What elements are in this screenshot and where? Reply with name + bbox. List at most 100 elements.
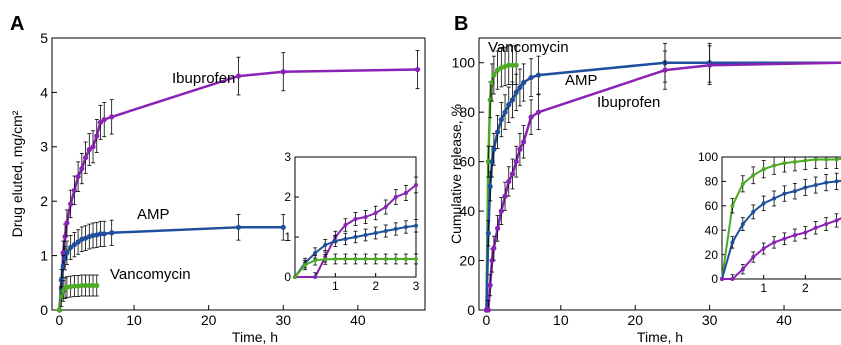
panel-b-inset-y-tick-label: 40	[705, 223, 719, 237]
panel-b-x-tick-label: 40	[776, 312, 792, 328]
panel-a-x-tick-label: 30	[275, 312, 291, 328]
panel-a-inset-y-tick-label: 2	[284, 190, 291, 204]
panel-b-vancomycin-point	[513, 62, 519, 68]
panel-a-amp-point	[280, 224, 286, 230]
ibuprofen-series-label-b: Ibuprofen	[597, 94, 660, 111]
panel-a-inset-series-point	[313, 258, 318, 263]
panel-b-y-axis-label: Cumulative release, %	[448, 104, 464, 244]
panel-a-ibuprofen-point	[97, 119, 104, 125]
panel-b-inset-series-line	[721, 157, 841, 280]
panel-a-vancomycin-point	[58, 293, 64, 299]
panel-b-inset-series-point	[824, 222, 829, 227]
panel-a-amp-point	[101, 231, 107, 237]
panel-b-amp-point	[513, 89, 519, 95]
panel-a-inset-series-point	[303, 263, 308, 267]
panel-b-vancomycin-point	[495, 67, 501, 73]
panel-a-ibuprofen-point	[280, 69, 286, 75]
panel-b-inset-series-point	[824, 157, 829, 162]
panel-a-y-tick-label: 3	[40, 139, 48, 155]
panel-a-inset-series-point	[393, 195, 398, 199]
vancomycin-series-label-b: Vancomycin	[488, 39, 569, 56]
panel-a-inset-series-point	[403, 225, 408, 229]
panel-a-inset-series-point	[293, 275, 297, 279]
panel-a-inset-series-point	[343, 257, 348, 261]
panel-a-inset-series-point	[363, 233, 368, 237]
panel-b-inset-series-point	[813, 157, 818, 162]
panel-b-inset-series-point	[792, 159, 797, 164]
panel-a-inset-series-point	[353, 235, 358, 239]
panel-a-inset-series-point	[313, 251, 318, 255]
panel-b-ibuprofen-point	[521, 139, 527, 145]
panel-b-amp-point	[521, 79, 527, 86]
panel-b-amp-point	[495, 129, 501, 135]
panel-a-ibuprofen-point	[109, 114, 115, 120]
panel-b-inset-series-line	[722, 217, 841, 280]
panel-b-x-axis-label: Time, h	[637, 329, 683, 345]
panel-a-x-tick-label: 40	[350, 312, 366, 328]
panel-a-ibuprofen-point	[101, 117, 107, 123]
panel-b-inset-series-point	[813, 183, 818, 188]
panel-b-amp-point	[517, 84, 523, 91]
panel-a-inset-series	[293, 176, 418, 279]
panel-b-y-tick-label: 20	[459, 252, 475, 268]
panel-b-amp-point	[485, 230, 491, 236]
panel-b-inset-series-point	[834, 157, 839, 162]
panel-a-amp-point	[62, 255, 68, 261]
panel-a-inset-y-tick-label: 0	[284, 270, 291, 284]
panel-a-vancomycin-point	[94, 282, 100, 289]
panel-a-inset-series-point	[353, 217, 358, 221]
panel-b-vancomycin-point	[491, 72, 497, 78]
panel-b-inset-series-point	[761, 201, 766, 206]
panel-a-amp-point	[64, 250, 70, 256]
panel-b-ibuprofen-point	[506, 178, 512, 185]
panel-b-inset-y-tick-label: 60	[705, 199, 719, 213]
panel-b-amp-point	[498, 117, 504, 123]
panel-b-inset-series-point	[792, 189, 797, 194]
panel-b-inset-series-point	[730, 203, 735, 208]
panel-b-inset-series-point	[834, 218, 839, 223]
panel-a-inset-ticks: 1 2 3 0 1 2 3	[284, 150, 419, 293]
panel-a-inset-y-tick-label: 3	[284, 150, 291, 164]
panel-a-inset-series-point	[353, 257, 358, 261]
panel-a-amp-point	[75, 239, 81, 245]
panel-b-inset-y-tick-label: 20	[705, 248, 719, 262]
panel-a-inset-series-point	[393, 257, 398, 261]
panel-b-inset-ticks: 123020406080100	[698, 150, 809, 295]
panel-b-amp-line	[485, 61, 841, 311]
panel-a-series	[56, 50, 421, 313]
panel-a-inset-series-point	[363, 257, 368, 261]
panel-a-amp-point	[71, 242, 77, 248]
panel-b-x-tick-label: 30	[702, 312, 718, 328]
panel-b-ibuprofen-point	[502, 193, 508, 199]
panel-b-inset-series-point	[730, 240, 735, 245]
panel-b-amp-point	[502, 109, 508, 115]
panel-b-inset-series-point	[834, 179, 839, 184]
panel-b-inset-series-point	[803, 230, 808, 235]
panel-a-inset-series-point	[414, 183, 418, 187]
panel-a-inset-series-point	[333, 239, 338, 243]
panel-b-ibuprofen-point	[485, 307, 491, 313]
panel-a-vancomycin-point	[71, 283, 77, 289]
panel-a-amp-point	[97, 231, 104, 237]
panel-b-ibuprofen-point	[517, 146, 523, 152]
panel-a-ibuprofen-point	[94, 133, 100, 139]
panel-b-y-tick-label: 100	[452, 55, 476, 71]
panel-b-inset-y-tick-label: 100	[698, 150, 718, 164]
panel-b-y-tick-label: 60	[459, 154, 475, 170]
panel-b-inset-series-point	[751, 255, 756, 260]
panel-b-inset-x-tick-label: 2	[802, 281, 809, 295]
panel-a-inset-x-tick-label: 1	[332, 279, 339, 293]
panel-a-y-tick-label: 0	[40, 302, 48, 318]
panel-b-inset-series-point	[761, 246, 766, 251]
panel-a-inset-series-point	[414, 257, 418, 261]
panel-b-amp-point	[509, 97, 516, 103]
panel-a-amp-point	[109, 230, 115, 236]
panel-a-ibuprofen-point	[90, 144, 96, 150]
panel-a-ibuprofen-point	[75, 174, 81, 180]
panel-a-inset-series-point	[383, 229, 388, 233]
panel-b-label: B	[454, 13, 468, 35]
panel-b-inset-series-point	[803, 158, 808, 163]
